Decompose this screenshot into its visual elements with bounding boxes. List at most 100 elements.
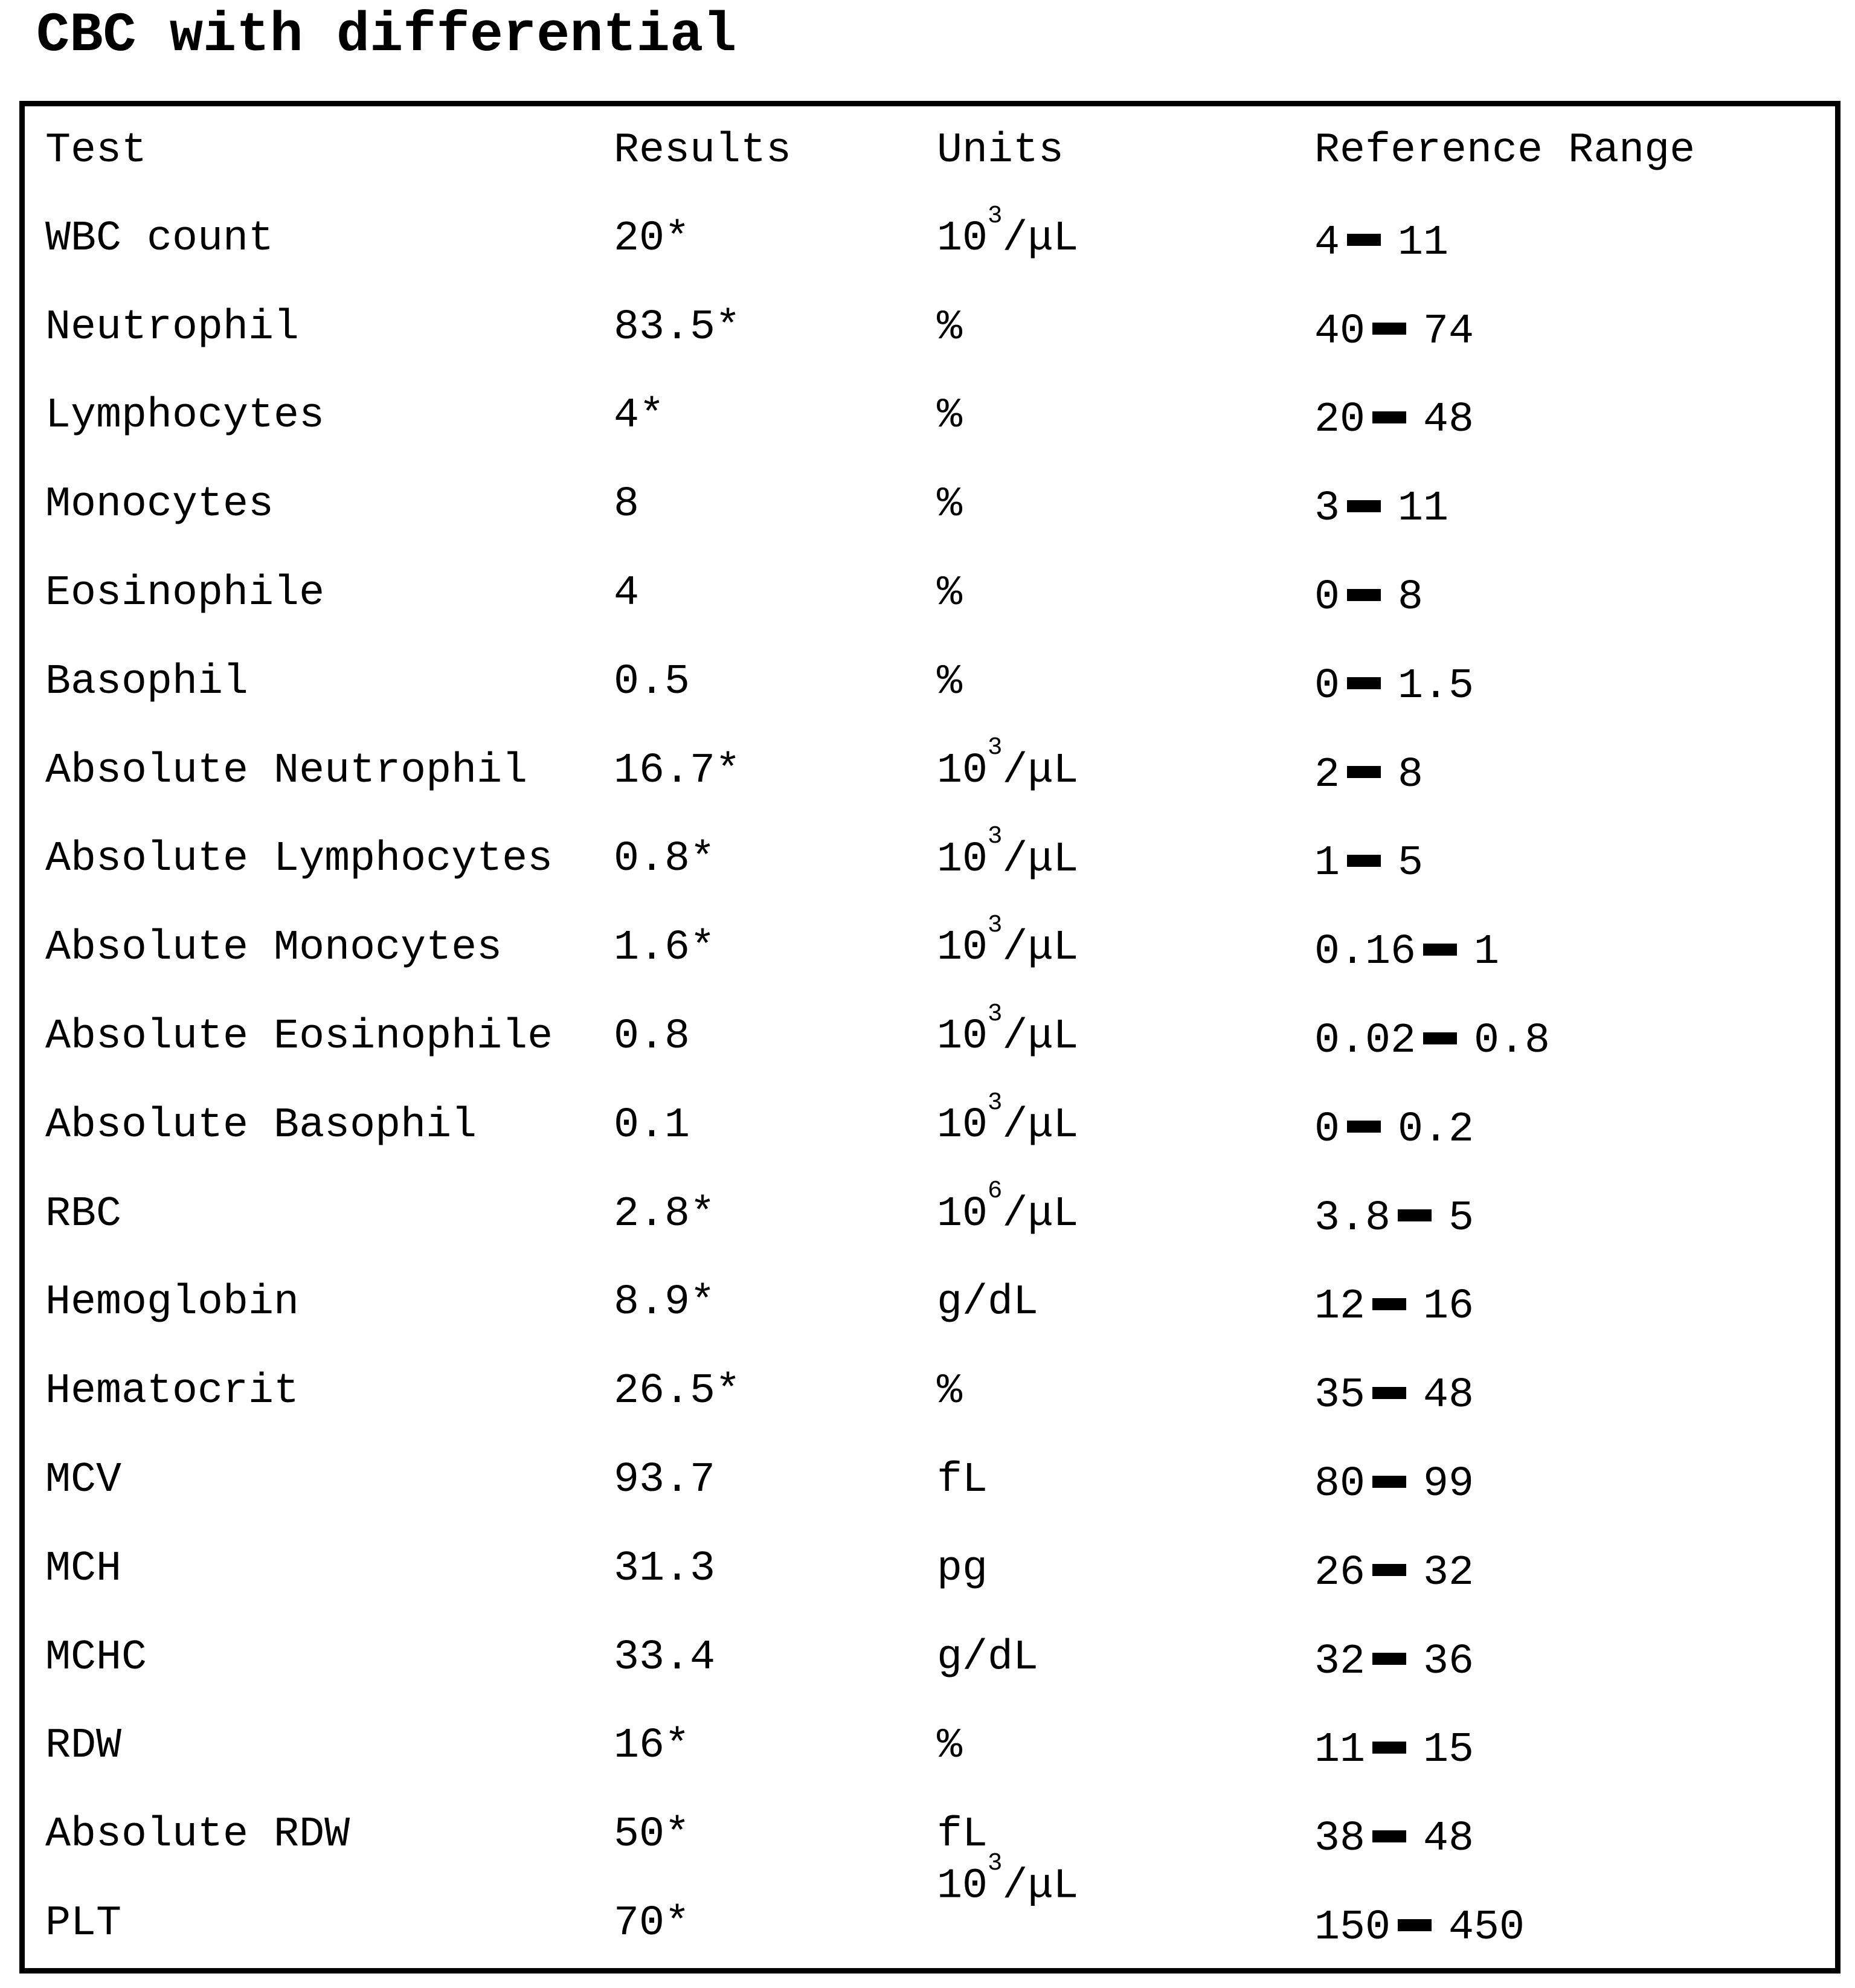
reference-range: 32 36 [1314,1613,1835,1702]
units-cell: 103/μL [937,195,1314,283]
table-row: Absolute Lymphocytes 0.8* 103/μL 1 5 [25,815,1835,904]
range-high: 16 [1423,1283,1474,1331]
units-cell: 103/μL [937,815,1314,904]
range-dash [1398,1209,1432,1222]
range-low: 1 [1314,840,1340,888]
test-name: Absolute Neutrophil [45,747,528,795]
table-row: Absolute Neutrophil 16.7* 103/μL 2 8 [25,727,1835,815]
range-dash [1372,1298,1407,1310]
range-low: 38 [1314,1815,1366,1864]
table-row: Hematocrit 26.5*% 35 48 [25,1347,1835,1436]
column-header-units: Units [937,126,1064,175]
test-name: Absolute Monocytes [45,924,503,973]
units-text: g/dL [937,1633,1039,1682]
test-name: Absolute RDW [45,1811,350,1859]
result-value: 2.8* [614,1190,716,1238]
range-high: 11 [1398,219,1449,267]
range-high: 99 [1423,1461,1474,1509]
range-low: 2 [1314,751,1340,799]
test-name: Hematocrit [45,1368,300,1416]
units-text: % [937,481,963,529]
units-cell: % [937,1702,1314,1791]
units-cell: pg [937,1525,1314,1613]
range-dash [1372,411,1407,423]
reference-range: 0.02 0.8 [1314,992,1835,1081]
range-high: 11 [1398,485,1449,533]
units-cell: 103/μL [937,727,1314,815]
range-low: 80 [1314,1461,1366,1509]
reference-range: 4 11 [1314,195,1835,283]
reference-range: 26 32 [1314,1525,1835,1613]
range-low: 26 [1314,1549,1366,1597]
range-dash [1372,1386,1407,1399]
units-text: % [937,658,963,706]
range-dash [1347,854,1381,867]
test-name: Lymphocytes [45,392,325,440]
result-value: 93.7 [614,1456,716,1505]
units-cell: 103/μL [937,1850,1314,1968]
table-row: Absolute Monocytes 1.6* 103/μL 0.16 1 [25,904,1835,992]
test-name: MCHC [45,1633,147,1682]
table-row: Neutrophil 83.5*% 40 74 [25,283,1835,372]
range-low: 0.16 [1314,928,1416,977]
units-text: pg [937,1545,988,1593]
test-name: Neutrophil [45,303,300,352]
range-high: 0.8 [1474,1017,1551,1066]
range-low: 20 [1314,396,1366,445]
units-cell: % [937,460,1314,549]
range-high: 5 [1398,840,1424,888]
table-row: MCV 93.7 fL 80 99 [25,1436,1835,1525]
units-text: % [937,303,963,352]
test-name: Hemoglobin [45,1279,300,1327]
range-high: 1 [1474,928,1500,977]
table-row: RBC 2.8* 106/μL 3.8 5 [25,1170,1835,1259]
units-cell: fL [937,1436,1314,1525]
units-exponent: 3 [988,823,1003,851]
range-low: 0 [1314,574,1340,622]
units-exponent: 3 [988,912,1003,939]
table-row: Absolute RDW 50* fL 38 48 [25,1790,1835,1879]
table-row: Basophil 0.5% 0 1.5 [25,638,1835,727]
range-dash [1347,234,1381,246]
range-high: 48 [1423,1815,1474,1864]
table-row: RDW 16*% 11 15 [25,1702,1835,1791]
table-row: Monocytes 8% 3 11 [25,460,1835,549]
units-exponent: 3 [988,1089,1003,1117]
range-dash [1372,1653,1407,1665]
range-low: 3.8 [1314,1194,1391,1243]
test-name: Absolute Basophil [45,1101,477,1150]
range-dash [1372,323,1407,335]
units-cell: % [937,549,1314,638]
column-header-reference-range: Reference Range [1314,126,1696,175]
units-exponent: 3 [988,1849,1003,1877]
reference-range: 3 11 [1314,460,1835,549]
units-cell: 103/μL [937,992,1314,1081]
range-high: 15 [1423,1726,1474,1775]
result-value: 8 [614,481,640,529]
result-value: 0.5 [614,658,690,706]
units-text: % [937,1368,963,1416]
range-dash [1398,1919,1432,1931]
cbc-table: Test Results Units Reference Range WBC c… [25,106,1835,1968]
result-value: 20* [614,214,690,263]
range-dash [1347,500,1381,512]
range-high: 48 [1423,396,1474,445]
header-row: Test Results Units Reference Range [25,106,1835,195]
reference-range: 80 99 [1314,1436,1835,1525]
units-cell: g/dL [937,1259,1314,1348]
range-high: 1.5 [1398,662,1474,710]
table-row: Absolute Basophil 0.1 103/μL 0 0.2 [25,1081,1835,1170]
table-row: MCH 31.3 pg 26 32 [25,1525,1835,1613]
test-name: Monocytes [45,481,274,529]
range-dash [1347,677,1381,690]
test-name: PLT [45,1900,122,1948]
units-cell: % [937,1347,1314,1436]
range-dash [1372,1830,1407,1842]
reference-range: 3.8 5 [1314,1170,1835,1259]
reference-range: 0 0.2 [1314,1081,1835,1170]
units-cell: 103/μL [937,1081,1314,1170]
range-dash [1372,1741,1407,1754]
